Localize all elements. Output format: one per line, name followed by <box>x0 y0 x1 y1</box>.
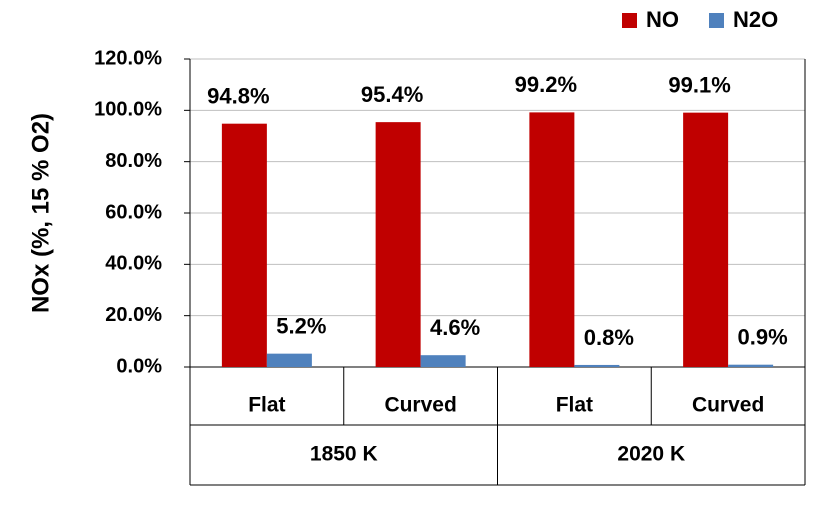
bar <box>728 364 774 367</box>
value-label: 0.9% <box>738 325 788 350</box>
bar <box>529 112 575 368</box>
bar <box>266 353 312 367</box>
legend-swatch <box>709 13 724 28</box>
y-tick-label: 20.0% <box>105 304 162 326</box>
bar <box>574 364 620 367</box>
value-label: 0.8% <box>584 325 634 350</box>
value-label: 4.6% <box>430 315 480 340</box>
bar <box>420 355 466 367</box>
bar <box>221 123 267 368</box>
legend-swatch <box>622 13 637 28</box>
value-label: 99.2% <box>515 72 577 97</box>
group-label: 2020 K <box>617 443 685 466</box>
value-label: 95.4% <box>361 82 423 107</box>
x-tick-label: Flat <box>556 394 593 417</box>
y-tick-label: 60.0% <box>105 201 162 223</box>
y-tick-label: 120.0% <box>94 47 162 69</box>
x-tick-label: Curved <box>692 394 764 417</box>
x-tick-label: Flat <box>248 394 285 417</box>
value-label: 94.8% <box>207 83 269 108</box>
y-tick-label: 80.0% <box>105 150 162 172</box>
bar <box>683 112 729 367</box>
bar <box>375 122 421 367</box>
y-tick-label: 0.0% <box>116 355 162 377</box>
value-label: 5.2% <box>276 313 326 338</box>
y-tick-label: 40.0% <box>105 253 162 275</box>
legend-label: N2O <box>733 7 778 32</box>
value-label: 99.1% <box>668 72 730 97</box>
legend-label: NO <box>646 7 679 32</box>
x-tick-label: Curved <box>384 394 456 417</box>
y-tick-label: 100.0% <box>94 99 162 121</box>
y-axis-title: NOx (%, 15 % O2) <box>27 113 54 313</box>
group-label: 1850 K <box>310 443 378 466</box>
